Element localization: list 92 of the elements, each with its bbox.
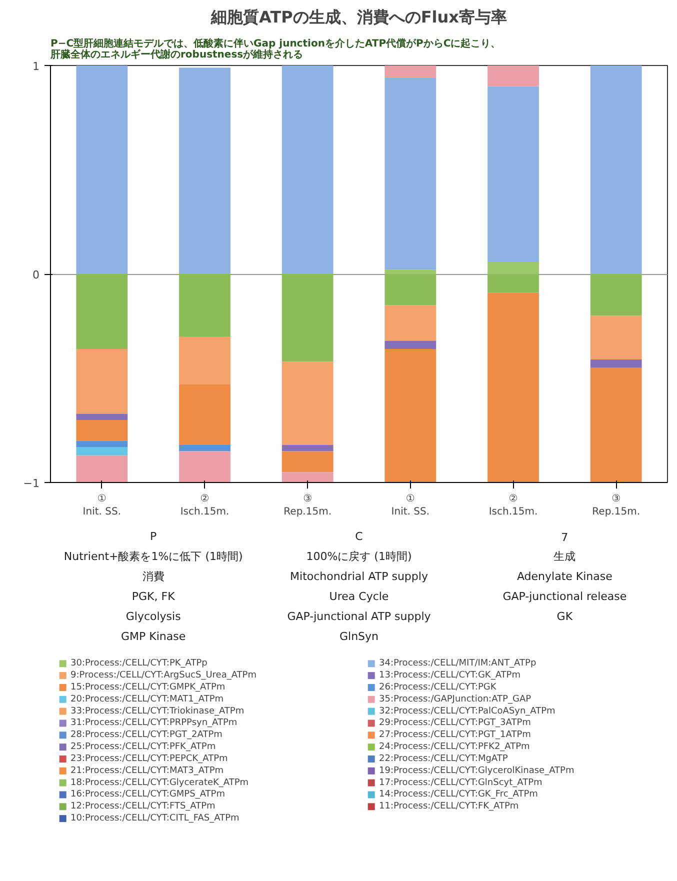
bar <box>488 274 539 293</box>
bar <box>282 362 334 445</box>
x-tick-label: ③ Rep.15m. <box>284 494 332 518</box>
legend-label: 12:Process:/CELL/CYT:FTS_ATPm <box>70 802 216 812</box>
bar <box>384 66 436 78</box>
legend-label: 32:Process:/CELL/CYT:PalCoASyn_ATPm <box>379 706 556 716</box>
legend-label: 15:Process:/CELL/CYT:GMPK_ATPm <box>70 682 226 692</box>
legend-label: 22:Process:/CELL/CYT:MgATP <box>379 754 508 764</box>
text: 生成 <box>554 550 576 563</box>
bar <box>590 359 642 368</box>
legend-label: 18:Process:/CELL/CYT:GlycerateK_ATPm <box>70 778 249 788</box>
text: Nutrient+酸素を1%に低下 (1時間) <box>64 550 243 563</box>
text: C <box>355 530 364 543</box>
bar <box>76 455 128 482</box>
bar <box>590 66 642 274</box>
legend-label: 24:Process:/CELL/CYT:PFK2_ATPm <box>379 742 530 752</box>
bar <box>179 68 230 274</box>
bar <box>488 261 539 274</box>
bar <box>384 305 436 341</box>
text: GMP Kinase <box>121 630 186 643</box>
x-tick-label: ② Isch.15m. <box>488 494 538 518</box>
bar <box>76 414 128 420</box>
text: 100%に戻す (1時間) <box>306 550 412 563</box>
bar <box>76 440 128 448</box>
bar <box>179 451 230 482</box>
text: GAP-junctional ATP supply <box>287 610 432 623</box>
bar <box>384 270 436 274</box>
text: Glycolysis <box>126 610 182 623</box>
legend-label: 20:Process:/CELL/CYT:MAT1_ATPm <box>70 694 224 704</box>
bar <box>76 274 128 350</box>
bar <box>590 316 642 360</box>
y-tick-label: 1 <box>32 60 40 73</box>
bar <box>179 274 230 337</box>
legend-label: 13:Process:/CELL/CYT:GK_ATPm <box>379 670 520 681</box>
text: Urea Cycle <box>329 590 389 603</box>
x-tick-label: ② Isch.15m. <box>180 494 230 518</box>
chart-subtitle: P−C型肝細胞連結モデルでは、低酸素に伴いGap junctionを介したATP代償がPからCに起こり、肝臓全体のエネルギー代謝のrobustnessが維持される <box>50 38 501 60</box>
bar <box>384 78 436 270</box>
bar <box>76 420 128 441</box>
text: PGK, FK <box>132 590 176 603</box>
bar <box>76 447 128 456</box>
text: GAP-junctional release <box>502 590 627 603</box>
legend-label: 19:Process:/CELL/CYT:GlycerolKinase_ATPm <box>379 766 574 776</box>
bar <box>384 349 436 482</box>
bar <box>488 292 539 482</box>
legend-label: 9:Process:/CELL/CYT:ArgSucS_Urea_ATPm <box>70 670 257 681</box>
text: GK <box>556 610 574 623</box>
legend-label: 28:Process:/CELL/CYT:PGT_2ATPm <box>70 730 222 740</box>
bar <box>488 66 539 86</box>
x-tick-label: ① Init. SS. <box>391 494 430 518</box>
legend-label: 21:Process:/CELL/CYT:MAT3_ATPm <box>70 766 224 776</box>
text: P <box>150 530 158 543</box>
legend-label: 10:Process:/CELL/CYT:CITL_FAS_ATPm <box>70 814 240 824</box>
bar <box>76 66 128 274</box>
x-tick-label: ③ Rep.15m. <box>592 494 640 518</box>
legend-label: 30:Process:/CELL/CYT:PK_ATPp <box>70 658 208 669</box>
bar <box>282 472 334 482</box>
y-tick-label: −1 <box>23 477 40 490</box>
y-tick-label: 0 <box>32 268 40 282</box>
bar <box>179 444 230 452</box>
legend-label: 27:Process:/CELL/CYT:PGT_1ATPm <box>379 730 531 740</box>
bar <box>590 368 642 482</box>
bar <box>384 274 436 306</box>
text: Adenylate Kinase <box>516 570 613 583</box>
bar <box>76 349 128 414</box>
bar <box>488 86 539 262</box>
legend-label: 31:Process:/CELL/CYT:PRPPsyn_ATPm <box>70 718 238 728</box>
legend-label: 17:Process:/CELL/CYT:GlnScyt_ATPm <box>379 778 542 788</box>
legend-label: 34:Process:/CELL/MIT/IM:ANT_ATPp <box>379 658 536 669</box>
bar <box>282 66 334 274</box>
text: 消費 <box>142 570 164 583</box>
legend-label: 16:Process:/CELL/CYT:GMPS_ATPm <box>70 790 225 800</box>
legend-label: 23:Process:/CELL/CYT:PEPCK_ATPm <box>70 754 228 764</box>
bar <box>282 444 334 452</box>
bar <box>282 451 334 472</box>
text: 7 <box>561 531 568 544</box>
legend-label: 11:Process:/CELL/CYT:FK_ATPm <box>379 802 519 812</box>
legend-label: 29:Process:/CELL/CYT:PGT_3ATPm <box>379 718 531 728</box>
text: Mitochondrial ATP supply <box>290 570 428 583</box>
x-tick-label: ① Init. SS. <box>82 494 122 518</box>
legend-label: 26:Process:/CELL/CYT:PGK <box>379 682 498 692</box>
legend-label: 33:Process:/CELL/CYT:Triokinase_ATPm <box>70 706 244 716</box>
legend-label: 25:Process:/CELL/CYT:PFK_ATPm <box>70 742 216 752</box>
bar <box>590 274 642 316</box>
bar <box>282 274 334 362</box>
legend-label: 35:Process:/GAPJunction:ATP_GAP <box>379 694 532 704</box>
bar <box>179 336 230 385</box>
bar <box>384 340 436 350</box>
bar <box>179 384 230 445</box>
chart-title: 細胞質ATPの生成、消費へのFlux寄与率 <box>210 8 507 26</box>
text: GlnSyn <box>339 630 379 643</box>
legend-label: 14:Process:/CELL/CYT:GK_Frc_ATPm <box>379 790 538 800</box>
